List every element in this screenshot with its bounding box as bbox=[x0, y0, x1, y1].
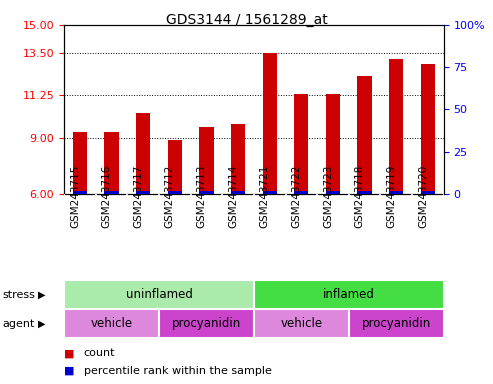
Text: ■: ■ bbox=[64, 348, 74, 358]
Text: GSM243715: GSM243715 bbox=[70, 165, 80, 228]
Text: GSM243721: GSM243721 bbox=[260, 165, 270, 228]
Text: vehicle: vehicle bbox=[281, 317, 322, 330]
Bar bbox=[168, 141, 182, 194]
Bar bbox=[231, 190, 245, 194]
Bar bbox=[357, 190, 372, 194]
Text: GSM243720: GSM243720 bbox=[418, 165, 428, 228]
Bar bbox=[421, 65, 435, 194]
Bar bbox=[326, 94, 340, 194]
Bar bbox=[105, 190, 119, 194]
Text: GSM243722: GSM243722 bbox=[291, 165, 301, 228]
Bar bbox=[231, 124, 245, 194]
Bar bbox=[159, 309, 254, 338]
Text: agent: agent bbox=[2, 318, 35, 329]
Bar bbox=[294, 94, 309, 194]
Text: ▶: ▶ bbox=[38, 318, 46, 329]
Bar bbox=[357, 76, 372, 194]
Bar bbox=[349, 309, 444, 338]
Text: vehicle: vehicle bbox=[91, 317, 133, 330]
Text: GSM243714: GSM243714 bbox=[228, 165, 238, 228]
Bar bbox=[254, 309, 349, 338]
Text: GSM243716: GSM243716 bbox=[102, 165, 111, 228]
Text: inflamed: inflamed bbox=[323, 288, 375, 301]
Bar bbox=[73, 190, 87, 194]
Text: GDS3144 / 1561289_at: GDS3144 / 1561289_at bbox=[166, 13, 327, 27]
Bar bbox=[326, 190, 340, 194]
Text: GSM243713: GSM243713 bbox=[196, 165, 207, 228]
Bar bbox=[389, 190, 403, 194]
Text: uninflamed: uninflamed bbox=[126, 288, 192, 301]
Bar bbox=[199, 190, 213, 194]
Bar bbox=[263, 53, 277, 194]
Bar bbox=[199, 127, 213, 194]
Text: GSM243718: GSM243718 bbox=[354, 165, 365, 228]
Text: procyanidin: procyanidin bbox=[362, 317, 431, 330]
Text: stress: stress bbox=[2, 290, 35, 300]
Bar bbox=[294, 190, 309, 194]
Bar bbox=[136, 190, 150, 194]
Bar bbox=[64, 280, 254, 309]
Bar bbox=[263, 190, 277, 194]
Bar bbox=[73, 132, 87, 194]
Bar bbox=[254, 280, 444, 309]
Bar bbox=[168, 190, 182, 194]
Bar bbox=[421, 190, 435, 194]
Bar bbox=[105, 132, 119, 194]
Text: GSM243717: GSM243717 bbox=[133, 165, 143, 228]
Bar bbox=[64, 309, 159, 338]
Text: procyanidin: procyanidin bbox=[172, 317, 241, 330]
Text: percentile rank within the sample: percentile rank within the sample bbox=[84, 366, 272, 376]
Bar bbox=[389, 59, 403, 194]
Text: count: count bbox=[84, 348, 115, 358]
Text: GSM243712: GSM243712 bbox=[165, 165, 175, 228]
Text: ▶: ▶ bbox=[38, 290, 46, 300]
Text: GSM243719: GSM243719 bbox=[386, 165, 396, 228]
Text: GSM243723: GSM243723 bbox=[323, 165, 333, 228]
Text: ■: ■ bbox=[64, 366, 74, 376]
Bar bbox=[136, 113, 150, 194]
